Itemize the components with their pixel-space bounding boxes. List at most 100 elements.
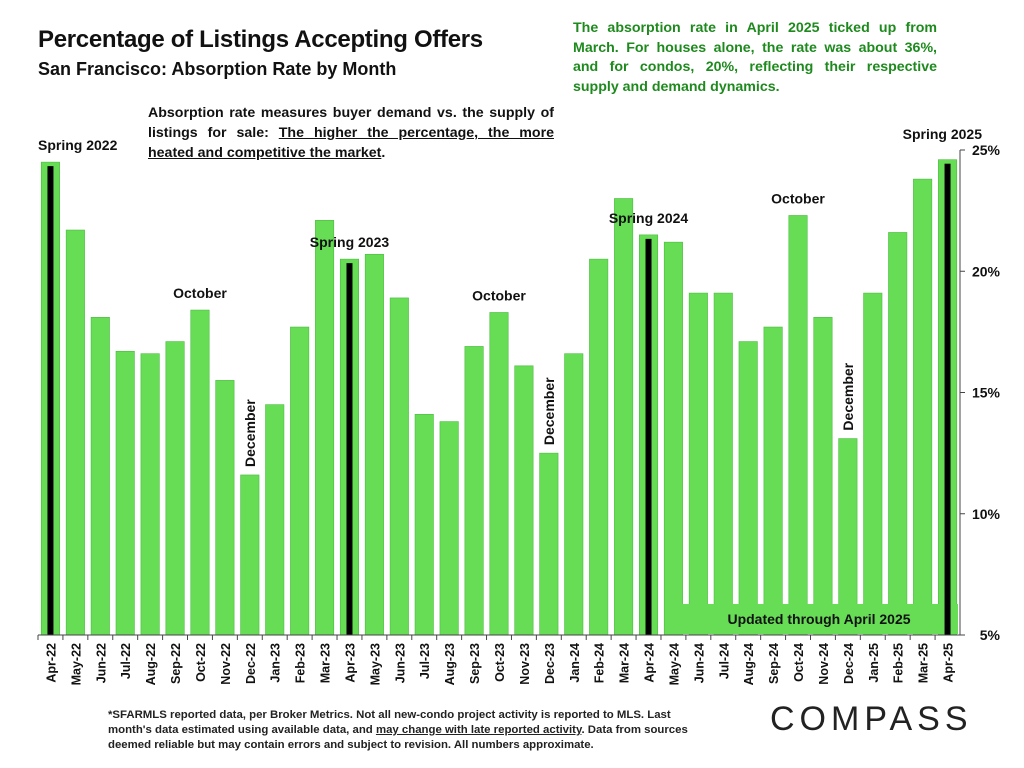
x-tick-label: Oct-23 <box>493 643 507 682</box>
chart-subtitle: San Francisco: Absorption Rate by Month <box>38 59 397 79</box>
x-tick-label: May-22 <box>69 643 83 685</box>
x-tick-label: Apr-22 <box>44 643 58 683</box>
x-tick-label: Jul-24 <box>717 643 731 679</box>
annotation-label: Spring 2025 <box>903 126 983 142</box>
x-tick-label: Mar-23 <box>319 643 333 683</box>
bar-sep-24 <box>763 326 783 636</box>
x-tick-label: Jul-23 <box>418 643 432 679</box>
x-tick-label: Jan-25 <box>867 643 881 683</box>
annotation-label: December <box>242 399 258 467</box>
footnote-text-2: . Data from sources deemed reliable but … <box>108 723 688 751</box>
explanation-text: Absorption rate measures buyer demand vs… <box>148 105 554 141</box>
x-tick-label: Oct-22 <box>194 643 208 682</box>
x-tick-label: Jan-23 <box>269 643 283 683</box>
x-tick-label: May-24 <box>667 643 681 685</box>
x-tick-label: Jun-22 <box>94 643 108 683</box>
bar-feb-24 <box>589 258 609 636</box>
x-tick-label: Aug-23 <box>443 643 457 685</box>
bar-mar-25 <box>913 178 933 636</box>
explanation-emphasis: The higher the percentage, the more heat… <box>148 125 554 161</box>
y-tick-label: 25% <box>972 142 1001 158</box>
bar-jan-24 <box>564 353 584 636</box>
annotation-label: Spring 2022 <box>38 137 118 153</box>
x-tick-label: Sep-22 <box>169 643 183 684</box>
bar-jun-23 <box>389 297 409 636</box>
bar-feb-23 <box>290 326 310 636</box>
x-tick-label: Mar-25 <box>917 643 931 683</box>
annotation-label: Spring 2023 <box>310 234 390 250</box>
x-tick-label: Nov-22 <box>219 643 233 685</box>
chart-title: Percentage of Listings Accepting Offers <box>38 26 483 53</box>
bar-jun-24 <box>688 292 708 636</box>
x-tick-label: Jul-22 <box>119 643 133 679</box>
x-tick-label: Sep-23 <box>468 643 482 684</box>
bar-dec-23 <box>539 452 559 636</box>
highlight-marker-apr-25 <box>944 163 951 635</box>
x-tick-label: Jun-23 <box>393 643 407 683</box>
x-tick-label: Apr-24 <box>643 643 657 683</box>
explanation-note: Absorption rate measures buyer demand vs… <box>148 103 554 163</box>
bar-mar-23 <box>315 220 335 636</box>
bar-feb-25 <box>888 232 908 636</box>
x-tick-label: Feb-25 <box>892 643 906 683</box>
x-tick-label: Dec-23 <box>543 643 557 684</box>
bar-sep-23 <box>464 346 484 636</box>
annotation-label: October <box>771 190 825 206</box>
x-tick-label: Feb-23 <box>294 643 308 683</box>
annotation-label: December <box>541 377 557 445</box>
updated-box <box>680 604 958 634</box>
y-tick-label: 10% <box>972 506 1001 522</box>
source-footnote: *SFARMLS reported data, per Broker Metri… <box>108 708 698 752</box>
highlight-marker-apr-23 <box>346 263 353 635</box>
x-tick-label: May-23 <box>368 643 382 685</box>
bar-nov-23 <box>514 365 534 636</box>
callout-note: The absorption rate in April 2025 ticked… <box>573 20 937 95</box>
highlight-marker-apr-25-overlay <box>944 604 951 634</box>
y-tick-label: 20% <box>972 263 1001 279</box>
bar-oct-24 <box>788 215 808 636</box>
bar-aug-23 <box>439 421 459 636</box>
bar-jan-23 <box>265 404 285 636</box>
highlight-marker-apr-22 <box>47 166 54 635</box>
bar-jan-25 <box>863 292 883 636</box>
bar-oct-22 <box>190 309 210 636</box>
updated-label: Updated through April 2025 <box>727 611 910 627</box>
annotation-label: December <box>840 362 856 430</box>
bar-mar-24 <box>614 198 634 636</box>
x-tick-label: Apr-23 <box>343 643 357 683</box>
x-tick-label: Feb-24 <box>593 643 607 683</box>
highlight-marker-apr-24 <box>645 238 652 635</box>
x-tick-label: Aug-24 <box>742 643 756 685</box>
bar-jul-24 <box>713 292 733 636</box>
x-tick-label: Oct-24 <box>792 643 806 682</box>
bar-nov-22 <box>215 380 235 636</box>
bar-aug-22 <box>140 353 160 636</box>
bar-sep-22 <box>165 341 185 636</box>
compass-logo: COMPASS <box>770 700 973 738</box>
x-tick-label: Jun-24 <box>692 643 706 683</box>
y-tick-label: 15% <box>972 385 1001 401</box>
bar-jun-22 <box>90 317 110 636</box>
y-tick-label: 5% <box>980 627 1001 643</box>
annotation-label: October <box>173 285 227 301</box>
x-tick-label: Jan-24 <box>568 643 582 683</box>
x-tick-label: Nov-23 <box>518 643 532 685</box>
bar-may-22 <box>65 229 85 636</box>
footnote-text-1: *SFARMLS reported data, per Broker Metri… <box>108 709 671 736</box>
annotation-label: Spring 2024 <box>609 210 689 226</box>
x-tick-label: Mar-24 <box>618 643 632 683</box>
x-tick-label: Dec-22 <box>244 643 258 684</box>
x-tick-label: Sep-24 <box>767 643 781 684</box>
bar-nov-24 <box>813 317 833 636</box>
bar-oct-23 <box>489 312 509 636</box>
x-tick-label: Apr-25 <box>942 643 956 683</box>
footnote-emphasis: may change with late reported activity <box>375 723 582 736</box>
bar-dec-22 <box>240 474 260 636</box>
bar-aug-24 <box>738 341 758 636</box>
bar-may-23 <box>364 253 384 636</box>
x-tick-label: Dec-24 <box>842 643 856 684</box>
bar-jul-22 <box>115 350 135 636</box>
bar-may-24 <box>663 241 683 636</box>
annotation-label: October <box>472 287 526 303</box>
